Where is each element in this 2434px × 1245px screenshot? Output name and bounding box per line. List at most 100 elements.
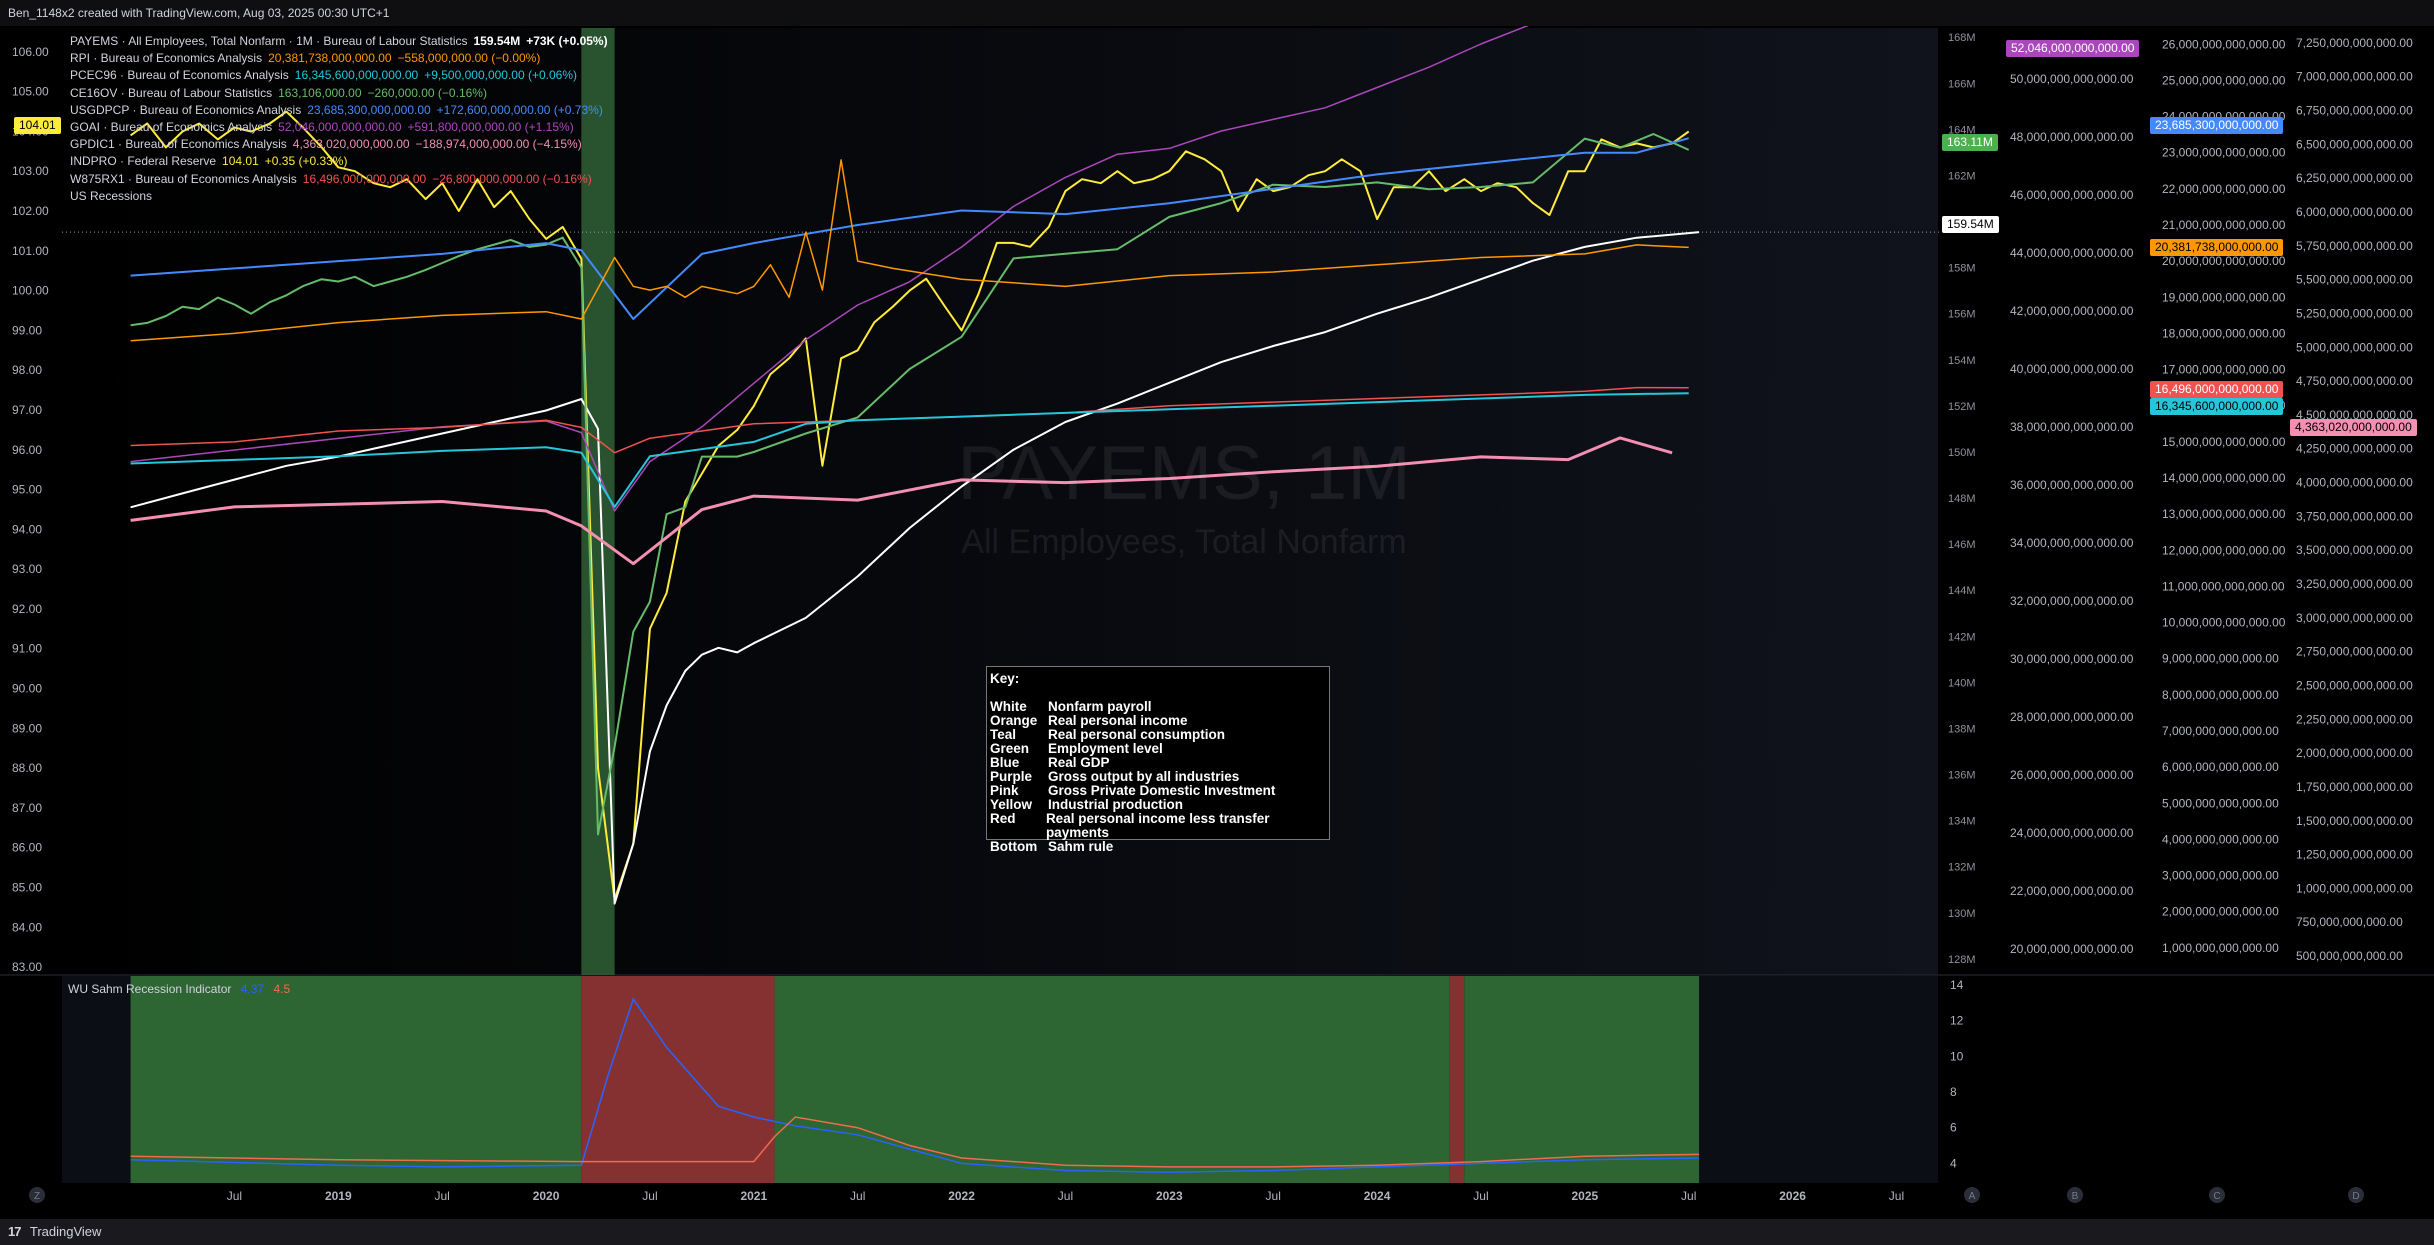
axis-c-label: 7,250,000,000,000.00 xyxy=(2296,36,2413,50)
sahm-line xyxy=(130,997,1700,1174)
legend-change: −260,000.00 (−0.16%) xyxy=(367,85,487,100)
legend-row[interactable]: INDPRO · Federal Reserve 104.01 +0.35 (+0.… xyxy=(70,153,608,170)
legend-title: PAYEMS · All Employees, Total Nonfarm · … xyxy=(70,34,468,48)
left-axis-label: 106.00 xyxy=(12,45,49,59)
footer-brand: TradingView xyxy=(29,1224,102,1239)
left-axis-label: 99.00 xyxy=(12,323,42,337)
legend-title: CE16OV · Bureau of Labour Statistics xyxy=(70,85,273,100)
key-row: White Nonfarm payroll xyxy=(990,700,1326,714)
left-axis-label: 100.00 xyxy=(12,284,49,298)
key-color-label: Purple xyxy=(990,769,1033,784)
legend-change: −558,000,000.00 (−0.00%) xyxy=(397,51,541,66)
sahm-axis-label: 6 xyxy=(1950,1121,1957,1135)
left-axis-label: 105.00 xyxy=(12,85,49,99)
key-rows: White Nonfarm payroll Orange Real personal … xyxy=(990,700,1326,854)
indpro-price-tag: 104.01 xyxy=(14,117,61,134)
axis-b-label: 23,000,000,000,000.00 xyxy=(2162,146,2286,160)
chart[interactable]: 106.00105.00104.00103.00102.00101.00100.… xyxy=(0,26,2434,1208)
series-line-pcec96 xyxy=(130,392,1689,508)
legend-row[interactable]: PCEC96 · Bureau of Economics Analysis 16,… xyxy=(70,67,608,84)
key-description: Nonfarm payroll xyxy=(1048,699,1152,714)
legend-title: W875RX1 · Bureau of Economics Analysis xyxy=(70,171,297,186)
left-axis-label: 93.00 xyxy=(12,562,42,576)
key-color-label: Green xyxy=(990,741,1030,756)
sahm-legend: WU Sahm Recession Indicator 4.37 4.5 xyxy=(68,982,290,996)
axis-c-label: 2,750,000,000,000.00 xyxy=(2296,645,2413,659)
axis-c-label: 3,750,000,000,000.00 xyxy=(2296,509,2413,523)
sahm-axis-label: 14 xyxy=(1950,978,1964,992)
axis-b-label: 6,000,000,000,000.00 xyxy=(2162,760,2279,774)
legend-row[interactable]: RPI · Bureau of Economics Analysis 20,381… xyxy=(70,50,608,67)
payems-axis-label: 162M xyxy=(1948,170,1976,182)
axis-a-label: 30,000,000,000,000.00 xyxy=(2010,652,2134,666)
axis-b-label: 7,000,000,000,000.00 xyxy=(2162,724,2279,738)
x-axis-label: 2024 xyxy=(1364,1189,1391,1203)
left-axis-label: 92.00 xyxy=(12,602,42,616)
axis-c-label: 2,500,000,000,000.00 xyxy=(2296,678,2413,692)
payems-price-tag: 159.54M xyxy=(1942,216,1999,233)
key-color-label: Pink xyxy=(990,783,1019,798)
series-line-indpro xyxy=(130,110,1690,901)
left-axis-label: 88.00 xyxy=(12,761,42,775)
legend-value: 16,345,600,000,000.00 xyxy=(294,68,419,83)
payems-axis-label: 142M xyxy=(1948,631,1976,643)
x-axis-label: Jul xyxy=(1889,1189,1904,1203)
x-axis-label: Jul xyxy=(850,1189,865,1203)
axis-b-label: 4,000,000,000,000.00 xyxy=(2162,832,2279,846)
legend-row[interactable]: GPDIC1 · Bureau of Economics Analysis 4,3… xyxy=(70,136,608,153)
key-row: Pink Gross Private Domestic Investment xyxy=(990,784,1326,798)
legend-title: PCEC96 · Bureau of Economics Analysis xyxy=(70,68,289,83)
left-axis-label: 96.00 xyxy=(12,443,42,457)
axis-d-label: D xyxy=(2352,1191,2359,1202)
axis-a-label: 32,000,000,000,000.00 xyxy=(2010,594,2134,608)
axis-a-label: 26,000,000,000,000.00 xyxy=(2010,768,2134,782)
left-axis-label: 87.00 xyxy=(12,801,42,815)
legend-value: 23,685,300,000,000.00 xyxy=(307,102,431,117)
axis-b-label: 21,000,000,000,000.00 xyxy=(2162,218,2286,232)
legend-row[interactable]: W875RX1 · Bureau of Economics Analysis 16… xyxy=(70,171,608,188)
x-axis-label: Jul xyxy=(227,1189,242,1203)
sahm-zone xyxy=(1449,976,1465,1183)
sahm-line xyxy=(130,1116,1700,1168)
axis-c-label: 4,250,000,000,000.00 xyxy=(2296,442,2413,456)
axis-c-label: 1,750,000,000,000.00 xyxy=(2296,780,2413,794)
legend-row[interactable]: CE16OV · Bureau of Labour Statistics 163,… xyxy=(70,85,608,102)
series-line-usgdpcp xyxy=(130,137,1689,320)
payems-axis-label: 144M xyxy=(1948,585,1976,597)
key-color-label: White xyxy=(990,699,1027,714)
axis-b-label: 13,000,000,000,000.00 xyxy=(2162,507,2286,521)
key-title: Key: xyxy=(990,671,1020,686)
axis-a-label: A xyxy=(1969,1191,1976,1202)
legend-value: 159.54M xyxy=(473,34,521,48)
x-axis-label: 2020 xyxy=(533,1189,560,1203)
payems-axis-label: 146M xyxy=(1948,539,1976,551)
axis-c-label: 1,500,000,000,000.00 xyxy=(2296,814,2413,828)
axis-a-label: 40,000,000,000,000.00 xyxy=(2010,362,2134,376)
key-row: Teal Real personal consumption xyxy=(990,728,1326,742)
legend-row[interactable]: USGDPCP · Bureau of Economics Analysis 23… xyxy=(70,102,608,119)
key-description: Gross output by all industries xyxy=(1048,769,1240,784)
legend-title: USGDPCP · Bureau of Economics Analysis xyxy=(70,102,302,117)
payems-axis-label: 156M xyxy=(1948,309,1976,321)
payems-axis-label: 138M xyxy=(1948,723,1976,735)
sahm-zone xyxy=(1464,976,1700,1183)
legend-row[interactable]: PAYEMS · All Employees, Total Nonfarm · … xyxy=(70,33,608,50)
sahm-zone xyxy=(130,976,582,1183)
legend-row[interactable]: GOAI · Bureau of Economics Analysis 52,04… xyxy=(70,119,608,136)
goai-price-tag: 52,046,000,000,000.00 xyxy=(2006,40,2140,57)
legend-title: US Recessions xyxy=(70,188,153,203)
payems-axis-label: 132M xyxy=(1948,862,1976,874)
legend-title: INDPRO · Federal Reserve xyxy=(70,154,217,169)
axis-c-label: 5,500,000,000,000.00 xyxy=(2296,273,2413,287)
axis-b-label: 20,000,000,000,000.00 xyxy=(2162,254,2286,268)
legend-row[interactable]: US Recessions xyxy=(70,188,608,205)
x-axis-label: Jul xyxy=(1473,1189,1488,1203)
key-description: Real personal income xyxy=(1048,713,1188,728)
axis-b-label: 5,000,000,000,000.00 xyxy=(2162,796,2279,810)
axis-c-label: 3,250,000,000,000.00 xyxy=(2296,577,2413,591)
key-description: Industrial production xyxy=(1048,797,1183,812)
axis-d-button xyxy=(2348,1187,2364,1203)
key-box: Key: White Nonfarm payroll Orange Real pers… xyxy=(986,666,1330,854)
key-description: Sahm rule xyxy=(1048,839,1114,854)
key-description: Gross Private Domestic Investment xyxy=(1048,783,1276,798)
